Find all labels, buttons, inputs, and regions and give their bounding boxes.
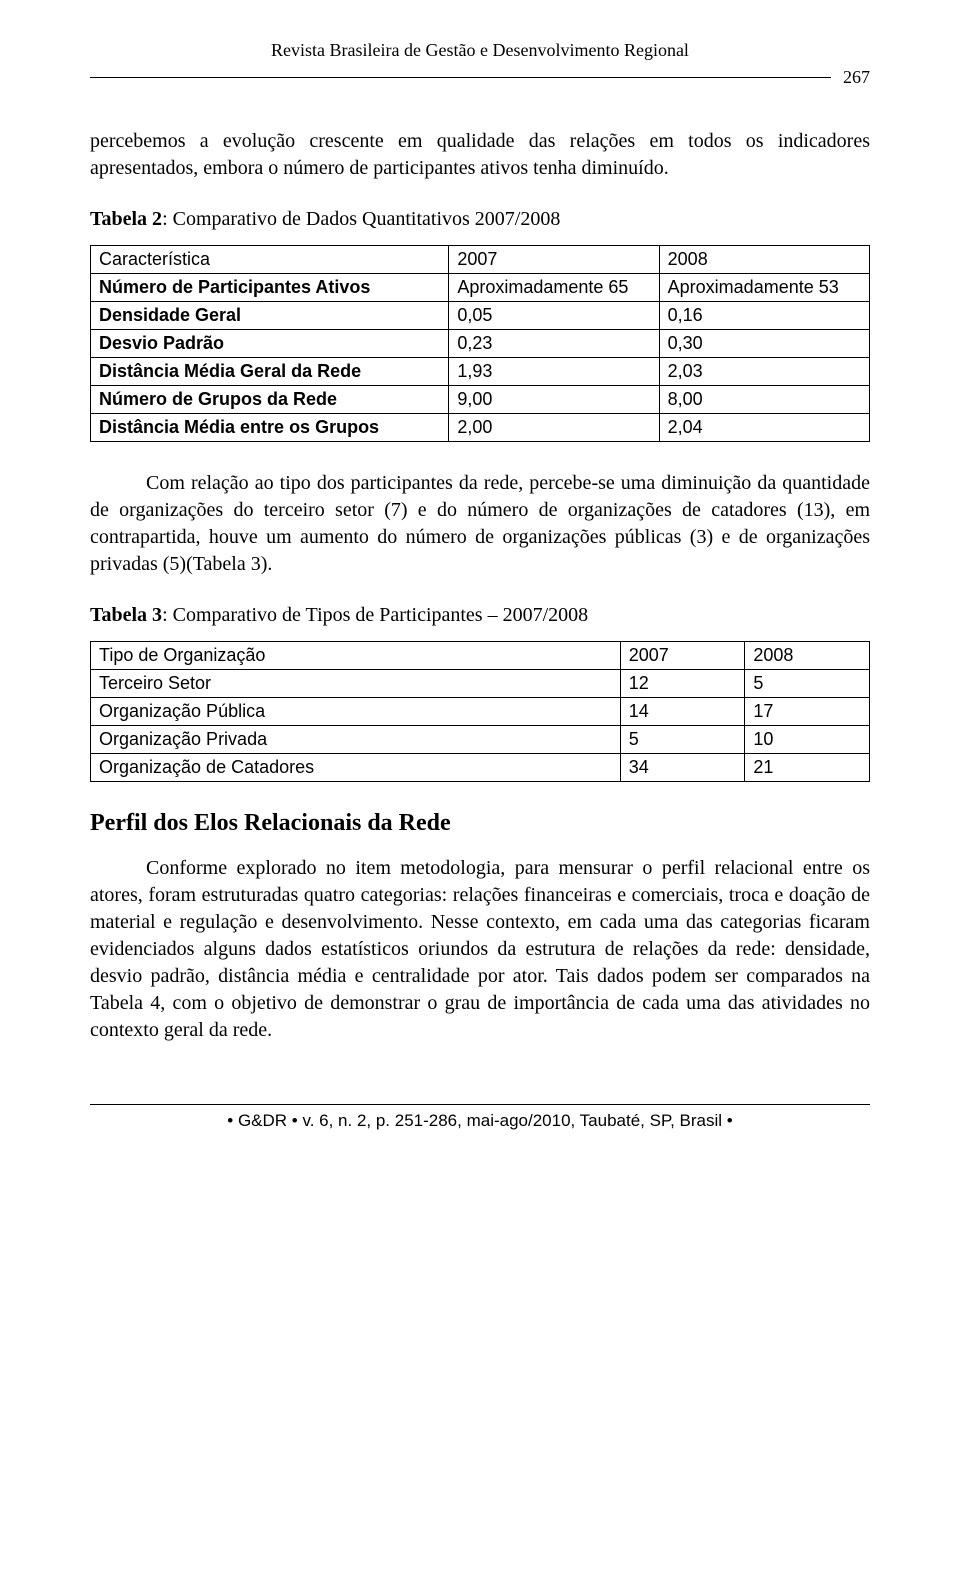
table-cell: 1,93 bbox=[449, 358, 659, 386]
footer-citation: • G&DR • v. 6, n. 2, p. 251-286, mai-ago… bbox=[90, 1104, 870, 1131]
table-row: Terceiro Setor125 bbox=[91, 670, 870, 698]
table-cell: 34 bbox=[620, 754, 745, 782]
table-cell: 5 bbox=[620, 726, 745, 754]
table-row: Distância Média entre os Grupos2,002,04 bbox=[91, 414, 870, 442]
section-heading: Perfil dos Elos Relacionais da Rede bbox=[90, 810, 870, 837]
table-cell: Número de Grupos da Rede bbox=[91, 386, 449, 414]
table-header-cell: Característica bbox=[91, 246, 449, 274]
table-cell: 0,05 bbox=[449, 302, 659, 330]
table-cell: 0,30 bbox=[659, 330, 869, 358]
table-cell: 2,04 bbox=[659, 414, 869, 442]
intro-paragraph: percebemos a evolução crescente em quali… bbox=[90, 128, 870, 182]
page-number: 267 bbox=[831, 67, 870, 88]
table-header-cell: 2007 bbox=[620, 642, 745, 670]
table-cell: 14 bbox=[620, 698, 745, 726]
table-cell: 10 bbox=[745, 726, 870, 754]
table-row: Organização Pública1417 bbox=[91, 698, 870, 726]
table-cell: 17 bbox=[745, 698, 870, 726]
table3-caption: Tabela 3: Comparativo de Tipos de Partic… bbox=[90, 604, 870, 627]
table-row: Número de Participantes AtivosAproximada… bbox=[91, 274, 870, 302]
table-row: Desvio Padrão0,230,30 bbox=[91, 330, 870, 358]
table-cell: Aproximadamente 53 bbox=[659, 274, 869, 302]
table-cell: Organização Privada bbox=[91, 726, 621, 754]
table-row: Densidade Geral0,050,16 bbox=[91, 302, 870, 330]
table-cell: 0,23 bbox=[449, 330, 659, 358]
table3-caption-bold: Tabela 3 bbox=[90, 604, 162, 626]
table-header-cell: 2008 bbox=[745, 642, 870, 670]
table-header-cell: 2008 bbox=[659, 246, 869, 274]
header-rule-row: 267 bbox=[90, 67, 870, 88]
table-cell: 5 bbox=[745, 670, 870, 698]
table-cell: Desvio Padrão bbox=[91, 330, 449, 358]
table-cell: Densidade Geral bbox=[91, 302, 449, 330]
table2-caption: Tabela 2: Comparativo de Dados Quantitat… bbox=[90, 208, 870, 231]
table-header-cell: Tipo de Organização bbox=[91, 642, 621, 670]
table-cell: Organização de Catadores bbox=[91, 754, 621, 782]
table2: Característica20072008Número de Particip… bbox=[90, 245, 870, 442]
table3-caption-rest: : Comparativo de Tipos de Participantes … bbox=[162, 604, 588, 626]
journal-title: Revista Brasileira de Gestão e Desenvolv… bbox=[90, 40, 870, 61]
table-cell: Terceiro Setor bbox=[91, 670, 621, 698]
table-cell: 12 bbox=[620, 670, 745, 698]
table-cell: 0,16 bbox=[659, 302, 869, 330]
table-header-cell: 2007 bbox=[449, 246, 659, 274]
header-rule bbox=[90, 77, 831, 78]
table2-caption-bold: Tabela 2 bbox=[90, 208, 162, 230]
table-cell: 9,00 bbox=[449, 386, 659, 414]
table-cell: Aproximadamente 65 bbox=[449, 274, 659, 302]
table-cell: 8,00 bbox=[659, 386, 869, 414]
table-cell: 2,03 bbox=[659, 358, 869, 386]
table3: Tipo de Organização20072008Terceiro Seto… bbox=[90, 641, 870, 782]
table-row: Organização de Catadores3421 bbox=[91, 754, 870, 782]
table-cell: Distância Média Geral da Rede bbox=[91, 358, 449, 386]
table-cell: Organização Pública bbox=[91, 698, 621, 726]
table-cell: 21 bbox=[745, 754, 870, 782]
table2-caption-rest: : Comparativo de Dados Quantitativos 200… bbox=[162, 208, 560, 230]
table-cell: Número de Participantes Ativos bbox=[91, 274, 449, 302]
table-cell: Distância Média entre os Grupos bbox=[91, 414, 449, 442]
section-paragraph: Conforme explorado no item metodologia, … bbox=[90, 855, 870, 1044]
table-row: Organização Privada510 bbox=[91, 726, 870, 754]
mid-paragraph: Com relação ao tipo dos participantes da… bbox=[90, 470, 870, 578]
table-cell: 2,00 bbox=[449, 414, 659, 442]
table-row: Distância Média Geral da Rede1,932,03 bbox=[91, 358, 870, 386]
table-row: Número de Grupos da Rede9,008,00 bbox=[91, 386, 870, 414]
